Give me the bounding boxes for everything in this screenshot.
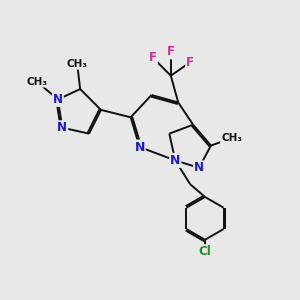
Text: Cl: Cl: [199, 245, 212, 258]
Text: N: N: [170, 154, 181, 167]
Text: F: F: [149, 51, 157, 64]
Text: N: N: [194, 161, 204, 174]
Text: N: N: [53, 93, 63, 106]
Text: N: N: [57, 121, 67, 134]
Text: F: F: [186, 56, 194, 69]
Text: CH₃: CH₃: [67, 59, 88, 69]
Text: CH₃: CH₃: [221, 133, 242, 143]
Text: CH₃: CH₃: [27, 76, 48, 87]
Text: N: N: [134, 140, 145, 154]
Text: CH₃: CH₃: [221, 133, 242, 143]
Text: F: F: [167, 45, 175, 58]
